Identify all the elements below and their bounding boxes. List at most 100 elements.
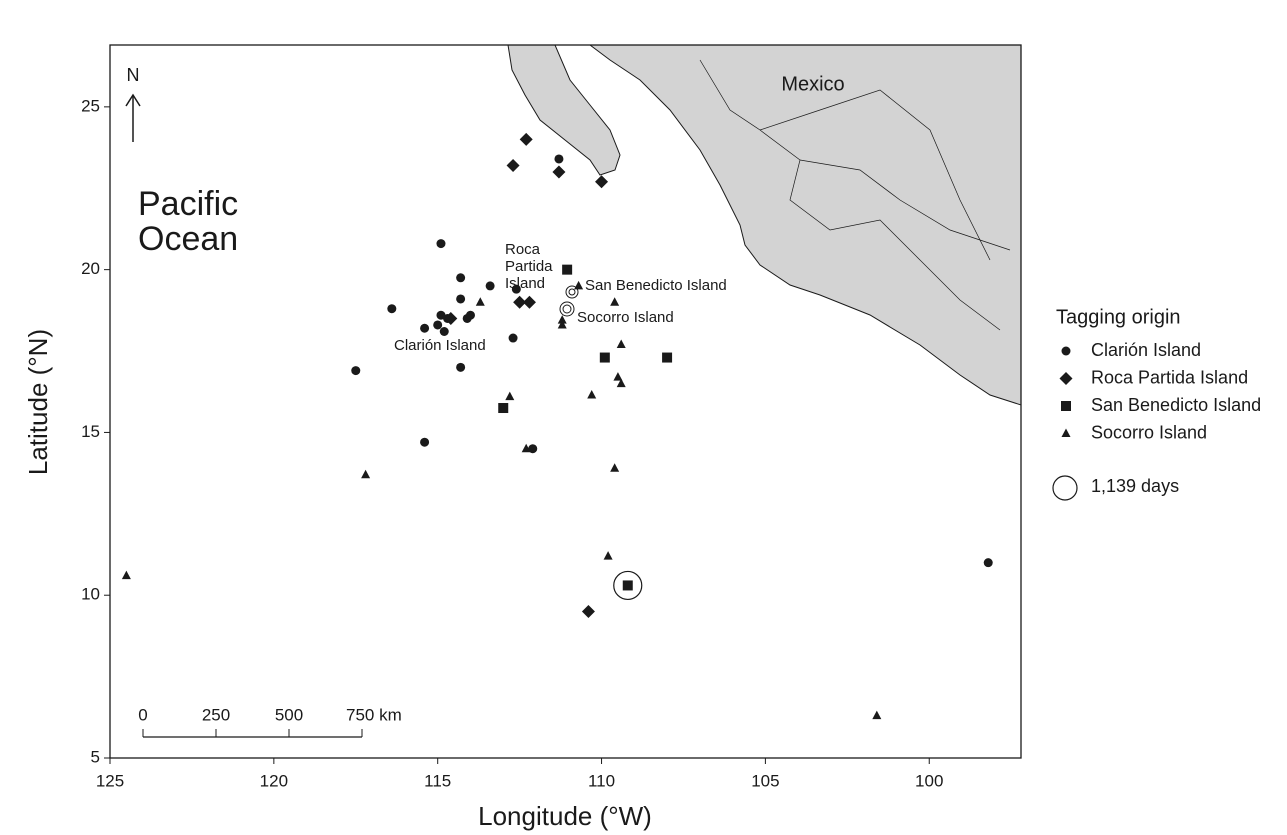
point — [444, 311, 458, 325]
point — [433, 320, 443, 330]
y-tick-label: 10 — [81, 585, 100, 604]
x-tick-label: 100 — [915, 771, 943, 790]
point — [498, 403, 509, 414]
point — [616, 339, 626, 349]
island-label: Partida — [505, 258, 553, 275]
border — [699, 59, 1001, 331]
size-legend-label: 1,139 days — [1091, 476, 1179, 496]
island-label: Socorro Island — [577, 309, 674, 326]
point — [505, 391, 515, 401]
scale-label: 250 — [202, 705, 230, 724]
legend-marker — [1061, 401, 1071, 411]
point — [519, 132, 533, 146]
x-tick-label: 105 — [751, 771, 779, 790]
point — [511, 284, 521, 294]
point — [361, 469, 371, 479]
point — [610, 297, 620, 306]
point — [616, 378, 626, 388]
x-tick-label: 120 — [260, 771, 288, 790]
scale-label: 750 km — [346, 705, 402, 724]
point — [595, 175, 609, 189]
point — [587, 389, 597, 399]
x-tick-label: 110 — [588, 771, 615, 790]
point — [465, 310, 475, 320]
point — [557, 315, 567, 324]
island-markers — [559, 285, 579, 317]
point — [351, 366, 361, 376]
point — [506, 158, 520, 172]
scale-label: 0 — [138, 705, 147, 724]
border — [799, 159, 1011, 251]
legend-title: Tagging origin — [1056, 306, 1181, 328]
point — [603, 551, 613, 560]
y-tick-label: 20 — [81, 259, 100, 278]
point — [513, 295, 527, 309]
point — [552, 165, 566, 179]
point — [456, 273, 466, 283]
ocean-label: Pacific — [138, 185, 238, 223]
ocean-label: Ocean — [138, 220, 238, 258]
state-borders — [699, 59, 1011, 331]
border — [759, 89, 991, 261]
legend-marker — [1059, 372, 1073, 385]
x-tick-label: 115 — [424, 771, 451, 790]
legend-marker — [1061, 428, 1071, 437]
plot-frame — [109, 44, 1022, 759]
legend-marker — [1061, 346, 1071, 356]
x-axis-label: Longitude (°W) — [478, 801, 652, 831]
point — [574, 280, 584, 290]
x-tick-label: 125 — [96, 771, 124, 790]
point — [872, 710, 882, 720]
island-label: Island — [505, 275, 545, 292]
point — [475, 297, 485, 306]
size-ring — [613, 570, 643, 601]
point — [508, 333, 518, 343]
point — [436, 239, 446, 249]
island-ring — [565, 285, 579, 299]
point — [557, 319, 567, 329]
baja-california — [507, 44, 621, 176]
y-tick-label: 15 — [81, 422, 100, 441]
point — [439, 327, 449, 337]
scale-label: 500 — [275, 705, 303, 724]
point — [387, 304, 397, 314]
legend-label: Socorro Island — [1091, 422, 1207, 442]
point — [554, 154, 564, 164]
land — [507, 44, 1022, 406]
legend-label: Roca Partida Island — [1091, 367, 1248, 387]
island-ring — [559, 301, 575, 317]
point — [613, 372, 623, 381]
point — [485, 281, 495, 291]
point — [456, 362, 466, 372]
island-ring — [562, 304, 572, 314]
point — [983, 558, 993, 568]
point — [420, 323, 430, 333]
point — [456, 294, 466, 304]
island-label: Roca — [505, 241, 541, 258]
point — [522, 295, 536, 309]
y-axis-label: Latitude (°N) — [23, 329, 53, 475]
point — [599, 352, 610, 363]
point — [610, 463, 620, 472]
legend-label: San Benedicto Island — [1091, 395, 1261, 415]
island-ring — [568, 288, 576, 296]
island-label: San Benedicto Island — [585, 277, 727, 294]
north-arrow-head — [125, 93, 141, 107]
point — [662, 352, 673, 363]
point — [420, 437, 430, 447]
y-tick-label: 5 — [91, 747, 100, 766]
y-tick-label: 25 — [81, 96, 100, 115]
island-label: Clarión Island — [394, 337, 486, 354]
north-label: N — [127, 65, 140, 85]
point — [581, 604, 595, 618]
mainland-mexico — [588, 44, 1022, 406]
legend-label: Clarión Island — [1091, 340, 1201, 360]
point — [121, 570, 131, 580]
point — [622, 580, 633, 591]
point — [528, 444, 538, 454]
country-label: Mexico — [781, 73, 844, 95]
point — [521, 443, 531, 453]
size-legend-ring — [1052, 475, 1078, 501]
point — [562, 264, 573, 275]
